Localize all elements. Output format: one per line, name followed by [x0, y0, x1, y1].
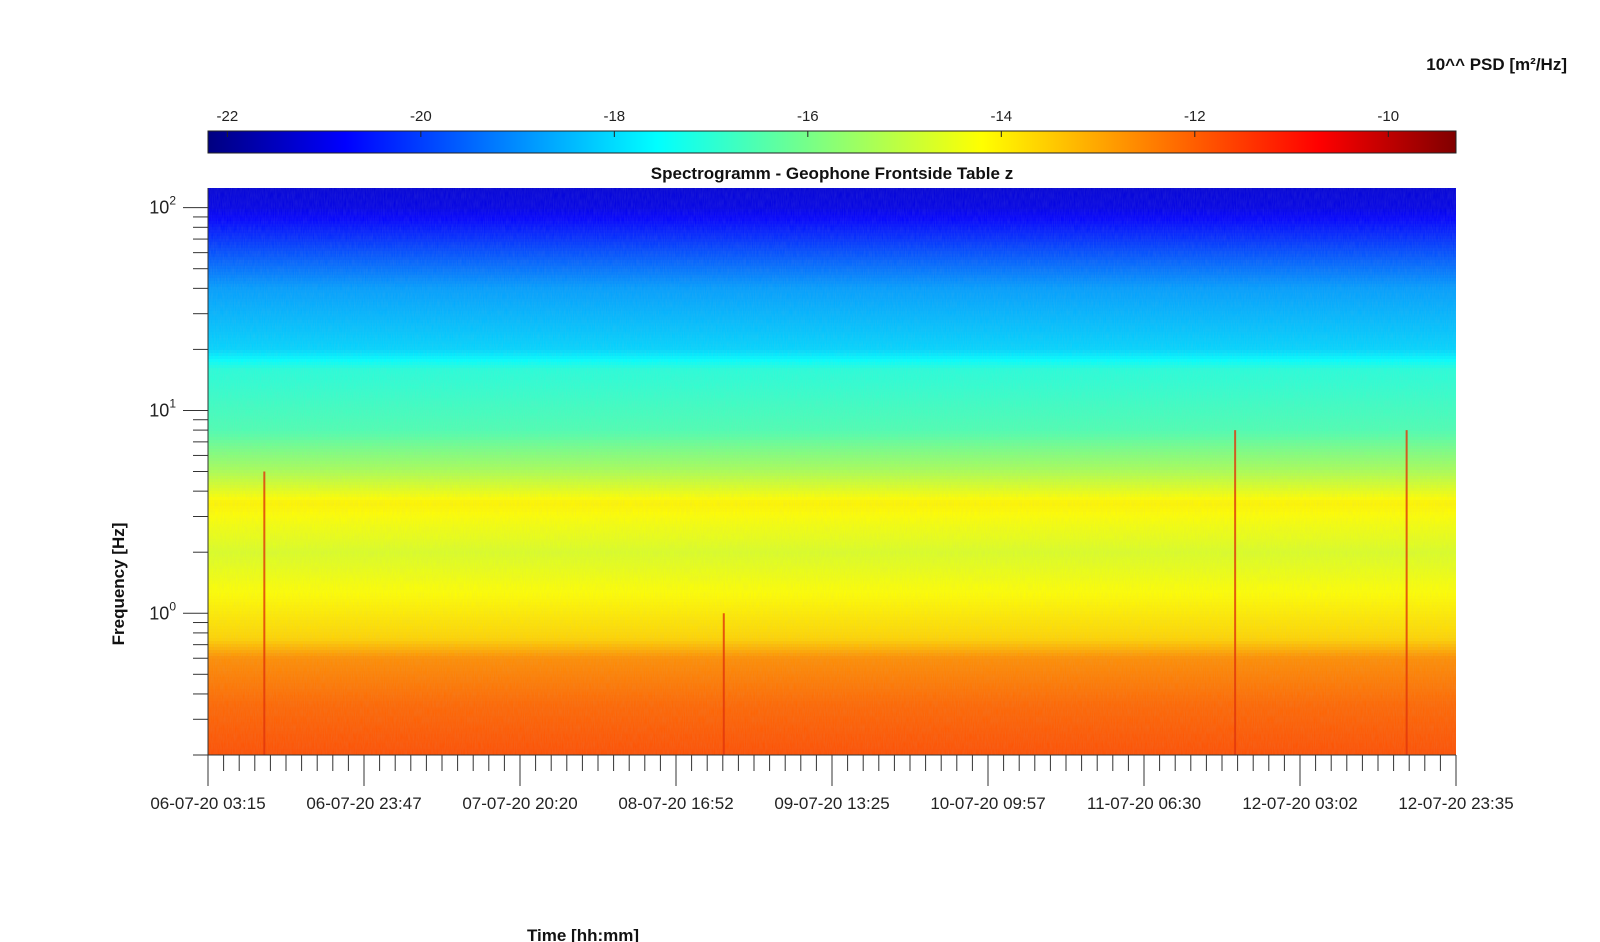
x-tick-label: 07-07-20 20:20: [462, 794, 577, 813]
x-tick-label: 09-07-20 13:25: [774, 794, 889, 813]
y-tick-label: 102: [149, 194, 176, 218]
heatmap-noise: [208, 188, 1456, 755]
chart-title: Spectrogramm - Geophone Frontside Table …: [651, 164, 1013, 183]
colorbar-tick-label: -14: [990, 108, 1012, 125]
y-axis-label: Frequency [Hz]: [109, 523, 128, 646]
colorbar-tick-label: -20: [410, 108, 432, 125]
colorbar-tick-label: -22: [217, 108, 239, 125]
x-tick-label: 12-07-20 03:02: [1242, 794, 1357, 813]
plot-area: [208, 188, 1456, 755]
colorbar-tick-label: -10: [1377, 108, 1399, 125]
x-tick-label: 10-07-20 09:57: [930, 794, 1045, 813]
colorbar: [207, 130, 1457, 154]
colorbar-title: 10^^ PSD [m²/Hz]: [1426, 55, 1567, 74]
x-axis: 06-07-20 03:15 06-07-20 23:47 07-07-20 20:…: [150, 755, 1514, 813]
x-tick-label: 06-07-20 23:47: [306, 794, 421, 813]
x-tick-label: 11-07-20 06:30: [1087, 794, 1201, 813]
x-tick-label: 08-07-20 16:52: [618, 794, 733, 813]
spikes: [263, 430, 1408, 755]
x-tick-label: 06-07-20 03:15: [150, 794, 265, 813]
x-tick-label: 12-07-20 23:35: [1398, 794, 1513, 813]
y-tick-label: 101: [149, 396, 176, 420]
colorbar-tick-label: -12: [1184, 108, 1206, 125]
y-axis: 100 101 102: [149, 194, 208, 756]
colorbar-tick-label: -16: [797, 108, 819, 125]
colorbar-ticks: -22 -20 -18 -16 -14 -12 -10: [217, 108, 1399, 137]
colorbar-tick-label: -18: [603, 108, 625, 125]
y-tick-label: 100: [149, 599, 176, 623]
x-axis-label: Time [hh:mm]: [527, 926, 639, 942]
